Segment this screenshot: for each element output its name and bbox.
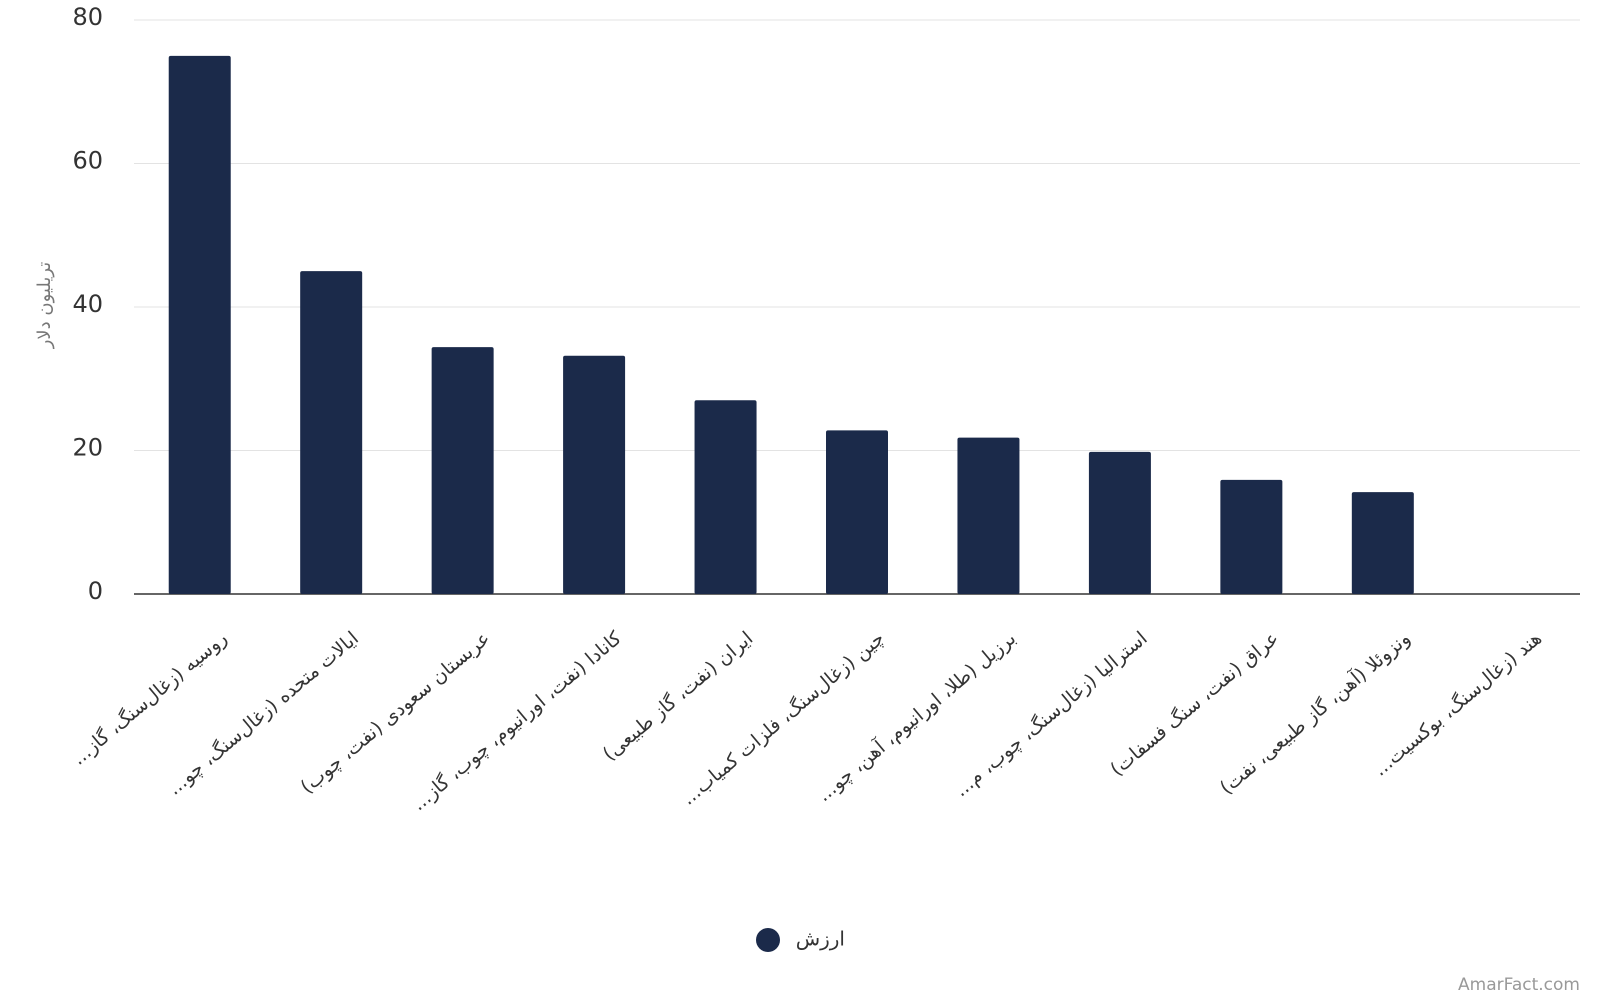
bar bbox=[1088, 451, 1151, 594]
y-tick-label: 60 bbox=[72, 147, 103, 175]
y-tick-label: 80 bbox=[72, 3, 103, 31]
y-tick-label: 0 bbox=[88, 577, 103, 605]
bar bbox=[563, 355, 626, 594]
x-tick-label: کانادا (نفت، اورانیوم، چوب، گاز... bbox=[407, 626, 626, 815]
y-tick-label: 40 bbox=[72, 290, 103, 318]
watermark: AmarFact.com bbox=[1458, 975, 1580, 995]
legend-label: ارزش bbox=[796, 927, 845, 951]
y-axis-label: تریلیون دلار bbox=[34, 262, 55, 350]
legend-marker bbox=[756, 928, 780, 952]
bar bbox=[694, 400, 757, 594]
bar bbox=[431, 347, 494, 594]
bar bbox=[168, 55, 231, 594]
y-tick-label: 20 bbox=[72, 434, 103, 462]
bar bbox=[957, 437, 1020, 594]
bar bbox=[826, 430, 888, 594]
bar bbox=[300, 271, 363, 594]
bar bbox=[1351, 492, 1414, 594]
bar bbox=[1220, 479, 1283, 594]
